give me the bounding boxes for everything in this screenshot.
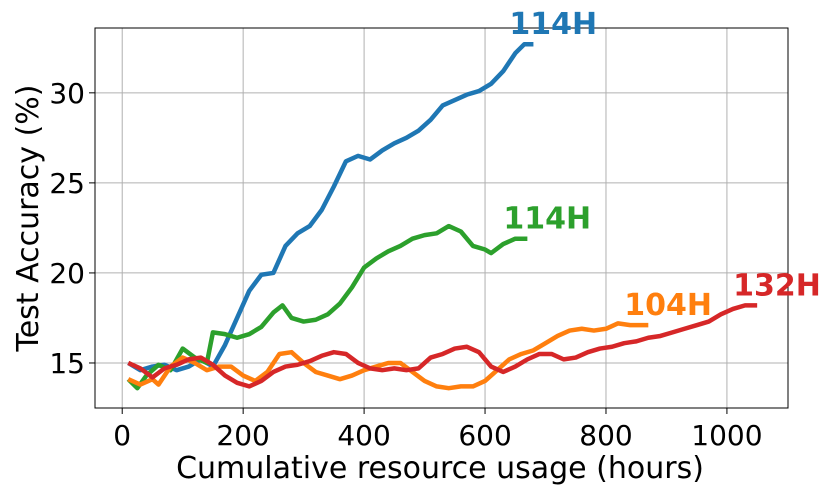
line-series (127, 303, 758, 389)
x-tick-label: 1000 (691, 419, 762, 452)
y-tick-label: 20 (49, 257, 85, 290)
x-tick-label: 200 (216, 419, 269, 452)
plot-frame (94, 27, 789, 409)
x-tick-label: 400 (337, 419, 390, 452)
y-axis-label: Test Accuracy (%) (11, 84, 46, 352)
end-label: 114H (503, 202, 591, 237)
x-tick-label: 600 (458, 419, 511, 452)
x-tick-label: 800 (579, 419, 632, 452)
line-series (127, 321, 649, 391)
x-axis-label: Cumulative resource usage (hours) (176, 451, 704, 486)
y-tick-label: 15 (49, 347, 85, 380)
line-series (126, 223, 528, 391)
end-label: 132H (733, 268, 821, 303)
end-label: 114H (509, 7, 597, 42)
y-tick-label: 25 (49, 167, 85, 200)
end-label: 104H (624, 288, 712, 323)
x-tick-label: 0 (113, 419, 131, 452)
y-tick-label: 30 (49, 77, 85, 110)
